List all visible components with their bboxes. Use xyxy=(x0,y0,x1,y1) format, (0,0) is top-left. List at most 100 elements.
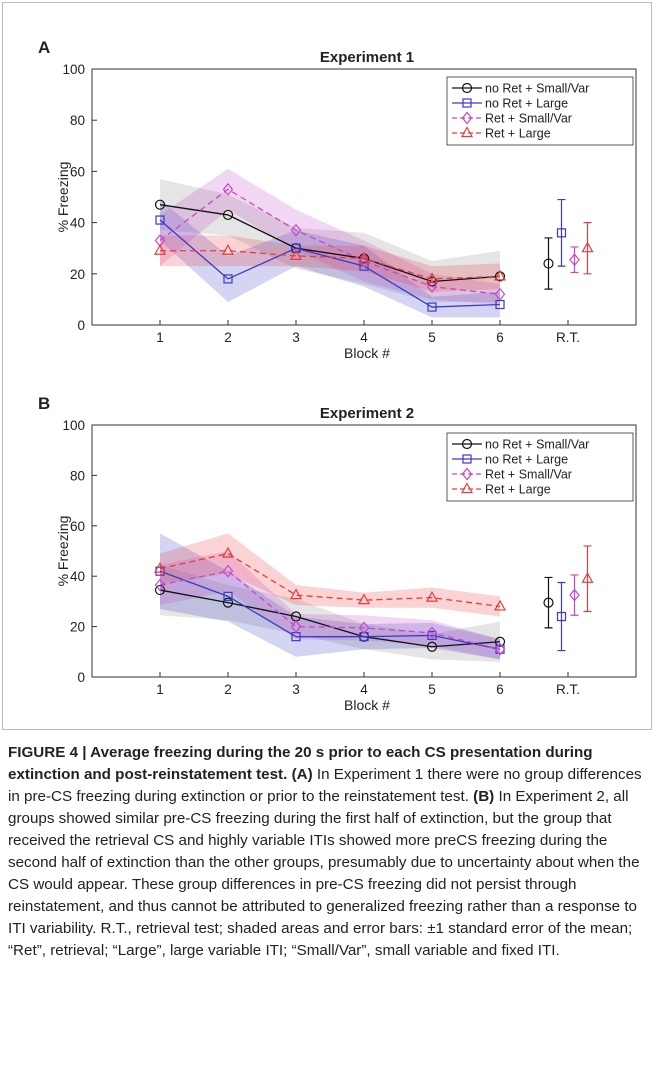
y-tick-label: 80 xyxy=(70,468,85,483)
series-line xyxy=(159,552,501,608)
legend-marker xyxy=(462,454,472,464)
marker xyxy=(569,588,580,602)
marker xyxy=(493,599,507,611)
marker xyxy=(289,588,303,600)
error-bar xyxy=(570,574,579,616)
legend-marker xyxy=(461,111,473,125)
marker xyxy=(425,272,439,284)
x-tick-label: 5 xyxy=(428,330,436,345)
x-tick-label: 1 xyxy=(156,682,164,697)
marker xyxy=(556,228,567,238)
series-line xyxy=(159,188,501,295)
x-tick-label: R.T. xyxy=(556,330,580,345)
x-axis-label: Block # xyxy=(344,345,390,361)
x-tick-label: 3 xyxy=(292,330,300,345)
marker xyxy=(290,620,302,634)
marker xyxy=(358,621,370,635)
x-axis-label: Block # xyxy=(344,697,390,713)
marker xyxy=(494,642,506,656)
caption: FIGURE 4 | Average freezing during the 2… xyxy=(8,742,648,962)
plot-frame xyxy=(91,424,637,678)
legend-marker xyxy=(460,126,474,138)
error-band xyxy=(160,199,500,318)
error-band xyxy=(160,179,500,302)
marker xyxy=(427,302,437,312)
marker xyxy=(153,561,167,573)
y-tick-label: 40 xyxy=(70,216,85,231)
series-line xyxy=(159,570,501,650)
series-line xyxy=(159,570,501,650)
marker xyxy=(494,287,506,301)
x-tick-label: 1 xyxy=(156,330,164,345)
caption-text: In Experiment 1 there were no group diff… xyxy=(8,766,642,805)
caption-label: (A) xyxy=(291,766,313,783)
panel-label: A xyxy=(38,38,50,57)
figure-frame xyxy=(2,2,652,730)
marker xyxy=(543,258,554,269)
series-line xyxy=(159,204,501,283)
y-tick-label: 100 xyxy=(62,62,85,77)
legend-label: no Ret + Small/Var xyxy=(485,438,589,452)
marker xyxy=(494,636,506,647)
caption-text: In Experiment 2, all groups showed simil… xyxy=(8,788,640,959)
marker xyxy=(222,209,234,221)
error-band xyxy=(160,564,500,662)
error-band xyxy=(160,168,500,305)
legend-label: Ret + Small/Var xyxy=(485,112,572,126)
x-tick-label: 2 xyxy=(224,682,232,697)
marker xyxy=(357,251,371,263)
marker xyxy=(427,630,437,641)
marker xyxy=(289,249,303,260)
y-tick-label: 0 xyxy=(77,318,85,333)
marker xyxy=(291,243,301,253)
marker xyxy=(543,597,554,608)
marker xyxy=(154,199,166,210)
y-tick-label: 100 xyxy=(62,418,85,433)
marker xyxy=(569,253,580,267)
error-bar xyxy=(583,222,592,275)
x-tick-label: 3 xyxy=(292,682,300,697)
legend-label: no Ret + Large xyxy=(485,453,568,467)
caption-title: FIGURE 4 | Average freezing during the 2… xyxy=(8,744,593,783)
legend-marker xyxy=(461,82,473,94)
error-band xyxy=(160,235,500,292)
panel-label: B xyxy=(38,394,50,413)
error-bar xyxy=(583,545,592,613)
marker xyxy=(154,584,166,596)
y-tick-label: 20 xyxy=(70,620,85,635)
y-tick-label: 0 xyxy=(77,670,85,685)
marker xyxy=(581,241,594,253)
error-band xyxy=(160,533,500,617)
marker xyxy=(154,578,166,592)
marker xyxy=(357,593,371,605)
marker xyxy=(222,564,234,578)
error-bar xyxy=(557,581,566,652)
legend-label: no Ret + Large xyxy=(485,97,568,111)
marker xyxy=(223,274,233,284)
marker xyxy=(426,280,438,294)
legend-label: Ret + Small/Var xyxy=(485,468,572,482)
error-bar xyxy=(570,246,579,274)
x-tick-label: 6 xyxy=(496,682,504,697)
legend-marker xyxy=(461,438,473,450)
marker xyxy=(155,215,165,225)
x-tick-label: R.T. xyxy=(556,682,580,697)
marker xyxy=(222,182,234,196)
marker xyxy=(221,546,235,558)
legend-marker xyxy=(461,467,473,481)
marker xyxy=(426,641,438,652)
marker xyxy=(222,597,234,608)
caption-label: (B) xyxy=(473,788,495,805)
legend-marker xyxy=(460,482,474,494)
y-axis-label: % Freezing xyxy=(55,162,71,233)
chart-title: Experiment 2 xyxy=(320,405,414,422)
error-bar xyxy=(544,576,553,629)
error-bar xyxy=(544,237,553,290)
legend-label: no Ret + Small/Var xyxy=(485,82,589,96)
error-band xyxy=(160,551,500,660)
legend-label: Ret + Large xyxy=(485,127,551,141)
marker xyxy=(556,611,567,622)
marker xyxy=(493,269,507,281)
x-tick-label: 6 xyxy=(496,330,504,345)
